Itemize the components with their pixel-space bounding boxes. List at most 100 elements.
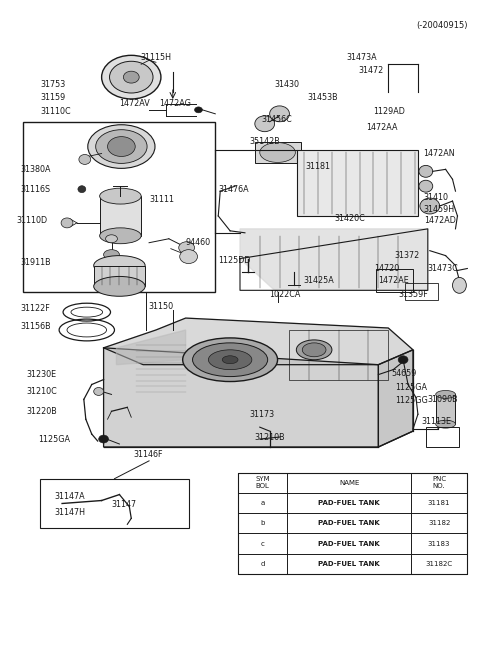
- Bar: [238, 473, 468, 574]
- Text: 94460: 94460: [186, 238, 211, 247]
- Text: 31220B: 31220B: [26, 407, 57, 416]
- Text: 1022CA: 1022CA: [270, 290, 301, 299]
- Text: 31425A: 31425A: [303, 276, 334, 285]
- Text: 35142B: 35142B: [250, 137, 281, 146]
- Text: PNC
NO.: PNC NO.: [432, 476, 446, 489]
- Ellipse shape: [109, 62, 153, 93]
- Text: a: a: [261, 500, 265, 506]
- Ellipse shape: [436, 390, 456, 398]
- Ellipse shape: [255, 116, 275, 132]
- Text: 31110C: 31110C: [40, 107, 71, 117]
- Ellipse shape: [302, 343, 326, 357]
- Ellipse shape: [88, 124, 155, 168]
- Ellipse shape: [180, 250, 197, 263]
- Text: PAD-FUEL TANK: PAD-FUEL TANK: [318, 561, 380, 567]
- Polygon shape: [240, 229, 428, 290]
- Ellipse shape: [436, 421, 456, 428]
- Text: 31210C: 31210C: [26, 387, 57, 396]
- Text: 31380A: 31380A: [21, 165, 51, 174]
- Text: 31359F: 31359F: [398, 290, 428, 299]
- Text: 31181: 31181: [428, 500, 450, 506]
- Text: d: d: [261, 561, 265, 567]
- Bar: [289, 330, 388, 379]
- Text: 31453B: 31453B: [307, 94, 338, 102]
- Bar: [100, 196, 141, 236]
- Ellipse shape: [179, 242, 194, 253]
- Ellipse shape: [419, 180, 433, 192]
- Text: SYM
BOL: SYM BOL: [255, 476, 270, 489]
- Bar: [255, 141, 301, 163]
- Text: 31159: 31159: [40, 94, 66, 102]
- Ellipse shape: [398, 356, 408, 364]
- Text: 1125GG: 1125GG: [395, 396, 428, 405]
- Text: 31459H: 31459H: [424, 204, 455, 214]
- Text: PAD-FUEL TANK: PAD-FUEL TANK: [318, 500, 380, 506]
- Ellipse shape: [94, 388, 104, 396]
- Text: 31473A: 31473A: [347, 53, 377, 62]
- Text: 31372: 31372: [394, 251, 420, 260]
- Text: 31113E: 31113E: [422, 417, 452, 426]
- Text: 31230E: 31230E: [26, 370, 57, 379]
- Text: 31147H: 31147H: [54, 508, 85, 517]
- Ellipse shape: [94, 276, 145, 296]
- Text: 31156B: 31156B: [21, 322, 51, 331]
- Text: 31111: 31111: [149, 195, 174, 204]
- Polygon shape: [104, 318, 413, 365]
- Text: 31753: 31753: [40, 79, 66, 88]
- Text: 1472AV: 1472AV: [120, 100, 150, 109]
- Text: 31116S: 31116S: [21, 185, 51, 194]
- Ellipse shape: [106, 234, 118, 243]
- Text: 1472AE: 1472AE: [378, 276, 409, 285]
- Text: 31410: 31410: [424, 193, 449, 202]
- Text: 1125GA: 1125GA: [395, 383, 427, 392]
- Text: 31182: 31182: [428, 520, 450, 527]
- Text: 1125DD: 1125DD: [218, 256, 251, 265]
- Text: 31456C: 31456C: [262, 115, 292, 124]
- Text: 1472AA: 1472AA: [367, 123, 398, 132]
- Text: 31473C: 31473C: [428, 264, 458, 273]
- Text: 31182C: 31182C: [426, 561, 453, 567]
- Ellipse shape: [96, 130, 147, 163]
- Ellipse shape: [79, 155, 91, 164]
- Text: 31181: 31181: [305, 162, 330, 171]
- Text: b: b: [261, 520, 265, 527]
- Ellipse shape: [61, 218, 73, 228]
- Text: 31472: 31472: [359, 66, 384, 75]
- Text: (-20040915): (-20040915): [416, 20, 468, 29]
- Text: 1472AD: 1472AD: [424, 216, 456, 225]
- Text: 31115H: 31115H: [140, 53, 171, 62]
- Bar: [405, 284, 438, 300]
- Ellipse shape: [100, 228, 141, 244]
- Ellipse shape: [192, 343, 268, 377]
- Ellipse shape: [94, 255, 145, 276]
- Text: 31090B: 31090B: [428, 395, 458, 404]
- Text: 14720: 14720: [374, 264, 400, 273]
- Ellipse shape: [183, 338, 277, 382]
- Ellipse shape: [108, 137, 135, 157]
- Ellipse shape: [296, 340, 332, 360]
- Polygon shape: [104, 348, 378, 447]
- Text: 31150: 31150: [148, 302, 173, 310]
- Text: 1125GA: 1125GA: [38, 434, 71, 443]
- Text: 31122F: 31122F: [21, 304, 50, 312]
- Ellipse shape: [420, 198, 440, 214]
- Text: 54659: 54659: [391, 369, 417, 378]
- Text: 31173: 31173: [250, 410, 275, 419]
- Ellipse shape: [99, 435, 108, 443]
- Text: 31420C: 31420C: [335, 214, 366, 223]
- Text: 31911B: 31911B: [21, 258, 51, 267]
- Ellipse shape: [222, 356, 238, 364]
- Text: 1129AD: 1129AD: [373, 107, 405, 117]
- Ellipse shape: [102, 55, 161, 99]
- Bar: [297, 149, 418, 216]
- Ellipse shape: [194, 107, 203, 113]
- Ellipse shape: [453, 278, 467, 293]
- Text: PAD-FUEL TANK: PAD-FUEL TANK: [318, 540, 380, 546]
- Text: 1472AN: 1472AN: [423, 149, 455, 158]
- Bar: [426, 427, 459, 447]
- Ellipse shape: [208, 350, 252, 369]
- Ellipse shape: [123, 71, 139, 83]
- Text: 31147A: 31147A: [54, 492, 85, 501]
- Ellipse shape: [419, 165, 433, 178]
- Bar: [23, 122, 216, 292]
